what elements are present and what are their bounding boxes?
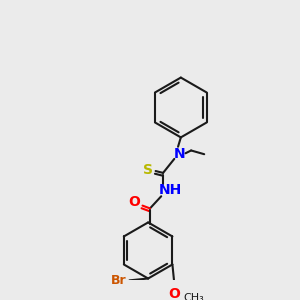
Text: S: S bbox=[143, 163, 153, 177]
Text: N: N bbox=[174, 147, 186, 161]
Text: O: O bbox=[168, 287, 180, 300]
Text: NH: NH bbox=[159, 183, 182, 197]
Text: O: O bbox=[128, 195, 140, 209]
Text: CH₃: CH₃ bbox=[184, 293, 204, 300]
Text: Br: Br bbox=[110, 274, 126, 287]
